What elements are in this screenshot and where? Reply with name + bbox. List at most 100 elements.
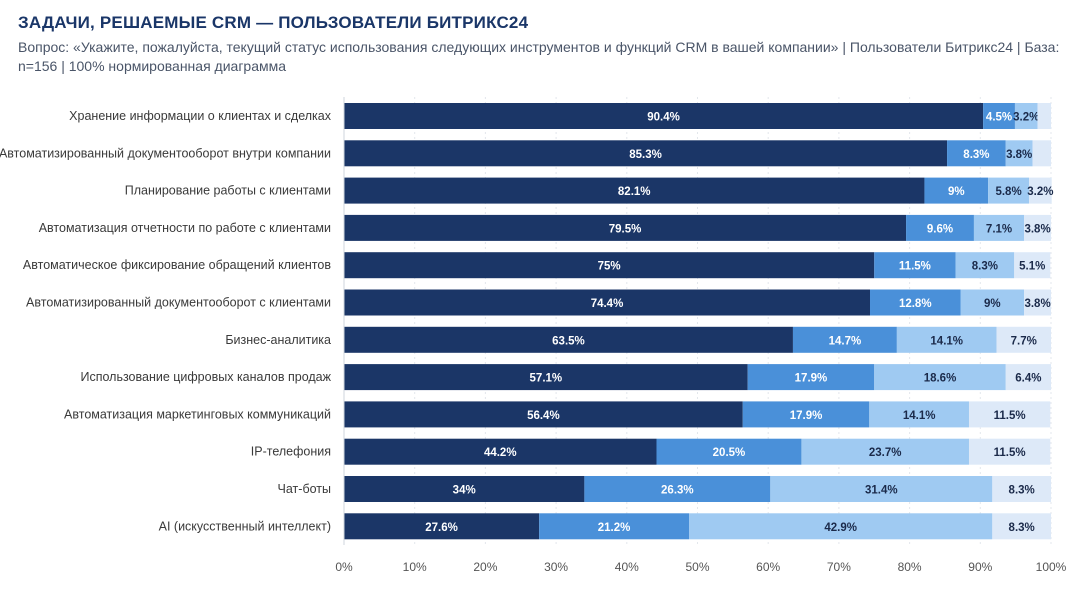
data-label: 3.8% <box>1024 298 1050 310</box>
bar-segment <box>344 513 540 540</box>
x-tick-label: 30% <box>544 560 568 574</box>
data-label: 3.8% <box>1024 223 1050 235</box>
data-label: 20.5% <box>713 447 746 459</box>
bar-segment <box>896 326 997 353</box>
bar-segment <box>1024 214 1051 241</box>
x-tick-label: 80% <box>898 560 922 574</box>
data-label: 3.8% <box>1006 149 1032 161</box>
bar-segment <box>792 326 897 353</box>
bar-segment <box>996 326 1051 353</box>
bar-segment <box>770 476 993 502</box>
bar-segment <box>973 214 1025 241</box>
category-label: Планирование работы с клиентами <box>125 184 331 198</box>
x-tick-label: 20% <box>473 560 497 574</box>
data-label: 7.7% <box>1011 335 1037 347</box>
bar-segment <box>1014 103 1038 129</box>
bar-segment <box>992 476 1051 502</box>
bar-segment <box>656 438 802 465</box>
category-label: Использование цифровых каналов продаж <box>80 370 331 384</box>
data-label: 9% <box>984 298 1001 310</box>
data-label: 8.3% <box>1009 485 1035 497</box>
data-label: 85.3% <box>629 149 662 161</box>
bar-segment <box>906 214 974 241</box>
bar-segment <box>874 364 1006 391</box>
data-label: 75% <box>598 261 621 273</box>
bar-segment <box>742 401 870 428</box>
data-label: 6.4% <box>1015 373 1041 385</box>
x-tick-label: 60% <box>756 560 780 574</box>
x-tick-label: 0% <box>335 560 353 574</box>
bar-segment <box>344 177 925 204</box>
bar-segment <box>344 103 984 129</box>
data-label: 74.4% <box>591 298 624 310</box>
bar-segment <box>747 364 875 391</box>
bar-segment <box>960 289 1025 316</box>
bar-segment <box>1037 103 1051 129</box>
category-label: Автоматизация маркетинговых коммуникаций <box>64 407 331 421</box>
chart-title: ЗАДАЧИ, РЕШАЕМЫЕ CRM — ПОЛЬЗОВАТЕЛИ БИТР… <box>18 13 529 32</box>
bar-segment <box>344 438 657 465</box>
bar-segment <box>968 438 1051 465</box>
bar-segment <box>968 401 1051 428</box>
bar-segment <box>344 401 743 428</box>
data-label: 11.5% <box>994 447 1026 459</box>
bar-segment <box>955 252 1015 279</box>
data-label: 21.2% <box>598 522 631 534</box>
category-label: IP-телефония <box>251 445 331 459</box>
data-label: 63.5% <box>552 335 585 347</box>
data-label: 5.8% <box>995 186 1021 198</box>
x-tick-label: 50% <box>685 560 709 574</box>
bar-segment <box>869 401 969 428</box>
bar-segment <box>1014 252 1051 279</box>
data-label: 8.3% <box>963 149 989 161</box>
data-label: 17.9% <box>795 373 828 385</box>
x-tick-label: 100% <box>1036 560 1067 574</box>
data-label: 9% <box>948 186 965 198</box>
data-label: 26.3% <box>661 485 694 497</box>
category-label: Автоматизация отчетности по работе с кли… <box>39 221 331 235</box>
data-label: 12.8% <box>899 298 932 310</box>
bar-segment <box>344 214 907 241</box>
bar-segment <box>539 513 690 540</box>
bar-segment <box>801 438 969 465</box>
bar-segment <box>1024 289 1051 316</box>
x-tick-label: 90% <box>968 560 992 574</box>
data-label: 14.1% <box>930 335 963 347</box>
x-tick-label: 70% <box>827 560 851 574</box>
data-label: 14.1% <box>903 410 936 422</box>
data-label: 57.1% <box>530 373 563 385</box>
category-label: Хранение информации о клиентах и сделках <box>69 109 332 123</box>
data-label: 3.2% <box>1027 186 1053 198</box>
data-label: 34% <box>453 485 476 497</box>
x-tick-label: 10% <box>403 560 427 574</box>
bar-segment <box>1005 140 1033 167</box>
data-label: 3.2% <box>1013 112 1039 124</box>
category-label: Автоматическое фиксирование обращений кл… <box>23 258 331 272</box>
bar-segment <box>1032 140 1051 167</box>
data-label: 5.1% <box>1019 261 1045 273</box>
bar-segment <box>584 476 771 502</box>
data-label: 7.1% <box>986 223 1012 235</box>
category-label: Автоматизированный документооборот внутр… <box>0 146 331 160</box>
data-label: 44.2% <box>484 447 517 459</box>
data-label: 23.7% <box>869 447 902 459</box>
data-label: 18.6% <box>924 373 957 385</box>
bar-segment <box>870 289 961 316</box>
bar-segment <box>874 252 956 279</box>
data-label: 11.5% <box>994 410 1026 422</box>
data-label: 14.7% <box>829 335 862 347</box>
bar-segment <box>344 364 748 391</box>
bar-segment <box>1029 177 1052 204</box>
data-label: 11.5% <box>899 261 931 273</box>
category-label: Чат-боты <box>278 482 331 496</box>
data-label: 90.4% <box>647 112 680 124</box>
category-label: Бизнес-аналитика <box>225 333 331 347</box>
data-label: 79.5% <box>609 223 642 235</box>
bar-segment <box>947 140 1006 167</box>
bar-segment <box>992 513 1051 540</box>
bar-segment <box>344 140 948 167</box>
data-label: 56.4% <box>527 410 560 422</box>
category-label: AI (искусственный интеллект) <box>159 519 331 533</box>
bar-segment <box>344 326 793 353</box>
